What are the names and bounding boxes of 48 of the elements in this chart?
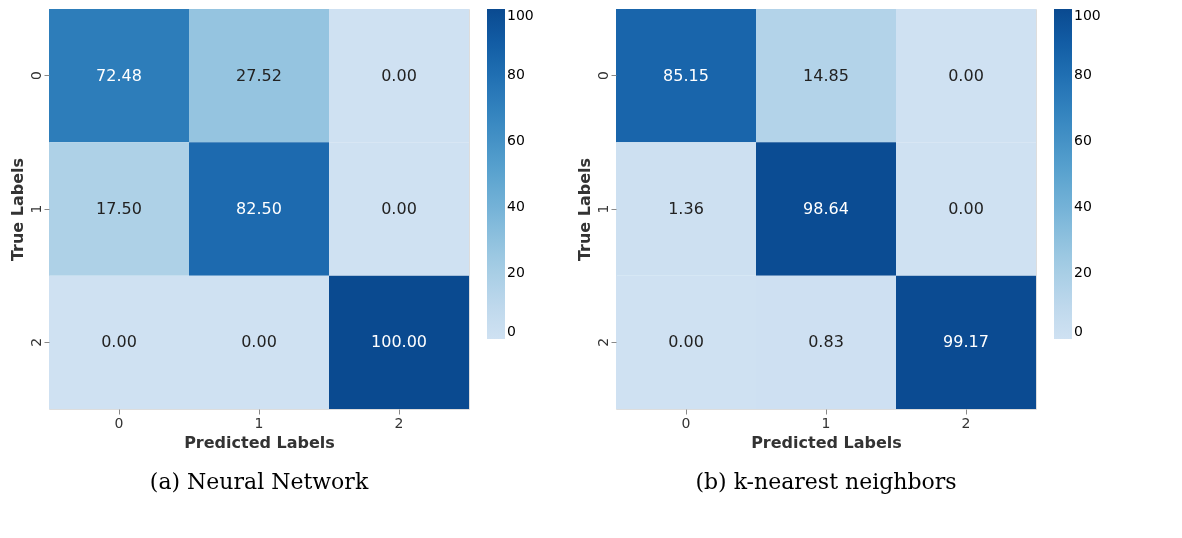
color-bar-label: 20	[1074, 264, 1092, 280]
color-bar-label: 60	[507, 132, 525, 148]
data-label: 0.00	[948, 199, 984, 218]
color-bar-label: 0	[507, 323, 516, 339]
color-bar-label: 60	[1074, 132, 1092, 148]
data-label: 72.48	[96, 65, 142, 85]
text: (b) k-nearest neighbors	[695, 469, 957, 494]
data-label: 0.00	[948, 65, 984, 85]
y-axis-title: True Labels	[574, 157, 594, 262]
data-label: 82.50	[236, 199, 282, 218]
color-bar-label: 40	[507, 198, 525, 214]
color-bar-label: 0	[1074, 323, 1083, 339]
y-tick-label: 0	[27, 71, 44, 81]
data-label: 17.50	[96, 199, 142, 218]
color-bar-label: 100	[1074, 7, 1101, 23]
data-label: 0.00	[241, 332, 277, 352]
data-label: 98.64	[803, 199, 849, 218]
y-tick-label: 0	[594, 71, 611, 81]
data-label: 0.00	[101, 332, 137, 352]
x-tick-label: 1	[821, 414, 831, 431]
x-tick-label: 0	[681, 414, 691, 431]
color-bar-label: 40	[1074, 198, 1092, 214]
color-bar-label: 80	[507, 66, 525, 82]
data-label: 85.15	[663, 65, 709, 85]
y-tick-label: 1	[594, 204, 611, 214]
x-tick-label: 0	[114, 414, 124, 431]
data-label: 0.00	[381, 65, 417, 85]
data-label: 0.00	[668, 332, 704, 352]
x-axis-title: Predicted Labels	[751, 432, 902, 452]
y-tick-label: 2	[27, 337, 44, 347]
x-axis-title: Predicted Labels	[184, 432, 335, 452]
data-label: 14.85	[803, 65, 849, 85]
data-label: 100.00	[371, 332, 427, 352]
data-label: 1.36	[668, 199, 704, 218]
y-tick-label: 1	[27, 204, 44, 214]
data-label: 99.17	[943, 332, 989, 352]
color-bar-label: 100	[507, 7, 534, 23]
color-bar-label: 20	[507, 264, 525, 280]
data-label: 0.00	[381, 199, 417, 218]
color-bar-label: 80	[1074, 66, 1092, 82]
data-label: 0.83	[808, 332, 844, 352]
y-tick-label: 2	[594, 337, 611, 347]
data-label: 27.52	[236, 65, 282, 85]
x-tick-label: 2	[961, 414, 971, 431]
x-tick-label: 2	[394, 414, 404, 431]
x-tick-label: 1	[254, 414, 264, 431]
y-axis-title: True Labels	[7, 157, 27, 262]
text: (a) Neural Network	[149, 469, 369, 494]
